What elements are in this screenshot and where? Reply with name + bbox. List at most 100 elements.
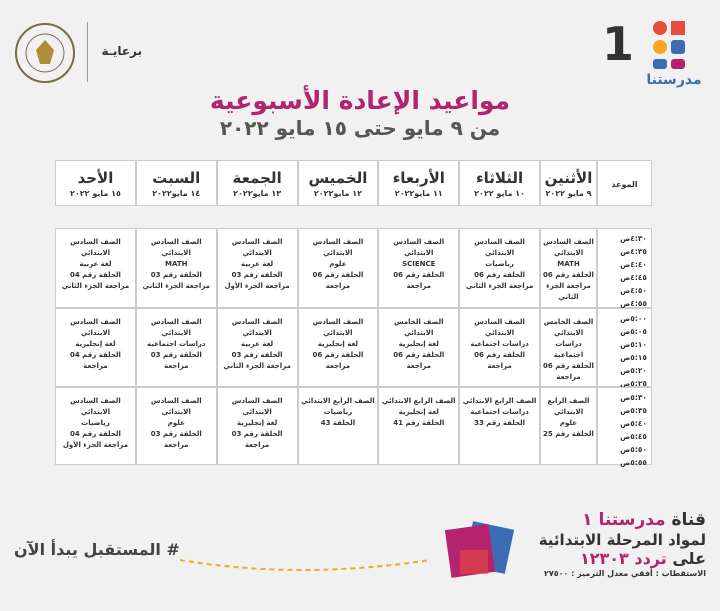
title: مواعيد الإعادة الأسبوعية <box>209 86 511 115</box>
program-cell: الصف الرابع الابتدائي لغة إنجليزية الحلقة … <box>378 387 460 465</box>
program-line: رياضيات <box>485 260 514 268</box>
time-slot: ٥:٤٠ص <box>620 419 647 428</box>
program-line: الحلقة رقم 06 مراجعة <box>393 351 445 370</box>
program-line: الحلقة رقم 03 مراجعة الجزء الثاني <box>142 271 210 290</box>
program-line: لغة إنجليزية <box>317 340 359 348</box>
program-cell: الصف السادس الابتدائي دراسات اجتماعية الحل… <box>459 308 540 387</box>
day-name: الأحد <box>77 168 114 187</box>
day-date: ٩ مايو ٢٠٢٢ <box>545 188 592 198</box>
program-line: لغة عربية <box>79 260 112 268</box>
day-header-cell: الخميس ١٢ مايو٢٠٢٢ <box>297 160 379 206</box>
program-line: الحلقة رقم 25 <box>543 430 594 438</box>
time-slots: ٤:٣٠ص ٤:٣٥ص ٤:٤٠ص ٤:٤٥ص ٤:٥٠ص ٤:٥٥ص <box>597 228 652 308</box>
program-line: لغة عربية <box>241 340 274 348</box>
ministry-logo <box>15 23 75 83</box>
program-line: الحلقة 43 <box>320 419 356 427</box>
program-line: الحلقة رقم 06 مراجعة <box>312 271 364 290</box>
time-slots: ٥:٣٠ص ٥:٣٥ص ٥:٤٠ص ٥:٤٥ص ٥:٥٠ص ٥:٥٥ص <box>597 387 652 467</box>
program-cell: الصف السادس الابتدائي لغة عربية الحلقة رقم… <box>55 228 136 308</box>
program-line: دراسات اجتماعية <box>470 340 529 348</box>
day-date: ١١ مايو٢٠٢٢ <box>394 188 443 198</box>
time-slot: ٥:٣٥ص <box>620 406 647 415</box>
decoration <box>180 521 515 578</box>
program-line: دراسات اجتماعية <box>470 408 529 416</box>
time-slot: ٥:٥٠ص <box>620 445 647 454</box>
time-slot: ٥:٥٥ص <box>620 458 647 467</box>
program-cell: الصف السادس الابتدائي علوم الحلقة رقم 06 م… <box>297 228 379 308</box>
program-line: الحلقة رقم 06 مراجعة <box>474 351 526 370</box>
program-line: الصف السادس الابتدائي <box>312 238 364 257</box>
time-slot: ٤:٣٠ص <box>620 234 647 243</box>
day-name: الخميس <box>308 168 368 187</box>
program-line: الحلقة رقم 06 مراجعة الجزء الثاني <box>543 271 594 301</box>
day-name: الأربعاء <box>392 168 445 187</box>
program-cell: الصف السادس الابتدائي لغة عربية الحلقة رقم… <box>216 228 298 308</box>
program-line: الصف السادس الابتدائي <box>474 238 525 257</box>
program-line: الحلقة رقم 33 <box>474 419 526 427</box>
day-date: ١٢ مايو٢٠٢٢ <box>313 188 362 198</box>
day-header-cell: الجمعة ١٣ مايو٢٠٢٢ <box>216 160 298 206</box>
time-slot: ٥:١٥ص <box>620 353 647 362</box>
program-line: الصف السادس الابتدائي <box>312 318 364 337</box>
program-line: الصف الرابع الابتدائي <box>381 397 456 405</box>
program-line: دراسات اجتماعية <box>147 340 206 348</box>
time-slot: ٥:٤٥ص <box>620 432 647 441</box>
program-line: الصف السادس الابتدائي <box>474 318 525 337</box>
channel-number: 1 <box>602 17 634 71</box>
time-slot: ٥:٢٠ص <box>620 366 647 375</box>
program-line: الحلقة رقم 06 مراجعة <box>312 351 364 370</box>
time-slot: ٤:٥٠ص <box>620 286 647 295</box>
day-header-cell: السبت ١٤ مايو٢٠٢٢ <box>135 160 217 206</box>
day-header-cell: الأثنين ٩ مايو ٢٠٢٢ <box>540 160 597 206</box>
program-line: الصف السادس الابتدائي <box>231 397 283 416</box>
frequency-value: تردد ١٢٣٠٣ <box>579 549 667 568</box>
program-line: الصف السادس الابتدائي <box>70 238 121 257</box>
time-slot: ٥:٣٠ص <box>620 393 647 402</box>
program-line: الحلقة رقم 03 مراجعة الجزء الثاني <box>223 351 291 370</box>
brand-name: مدرستنا <box>646 72 701 88</box>
program-line: الحلقة رقم 06 مراجعة الجزء الثاني <box>465 271 534 290</box>
program-line: SCIENCE <box>402 260 436 268</box>
program-line: الصف السادس الابتدائي <box>543 238 594 257</box>
program-line: علوم <box>559 419 578 427</box>
program-line: الحلقة رقم 03 مراجعة <box>150 430 202 449</box>
day-name: الأثنين <box>544 168 593 187</box>
program-cell: الصف السادس الابتدائي MATH الحلقة رقم 03 م… <box>135 228 217 308</box>
day-date: ١٠ مايو ٢٠٢٢ <box>474 188 526 198</box>
program-line: الحلقة رقم 04 مراجعة <box>69 351 121 370</box>
program-line: علوم <box>329 260 347 268</box>
program-line: الصف السادس الابتدائي <box>231 318 283 337</box>
program-line: الصف الرابع الابتدائي <box>301 397 375 405</box>
program-cell: الصف الرابع الابتدائي دراسات اجتماعية الحل… <box>459 387 540 465</box>
program-cell: الصف الخامس الابتدائي لغة إنجليزية الحلقة … <box>378 308 460 387</box>
program-line: الحلقة رقم 04 مراجعة الجزء الأول <box>62 430 129 449</box>
program-cell: الصف الرابع الابتدائي علوم الحلقة رقم 25 <box>540 387 597 465</box>
time-slot: ٤:٥٥ص <box>620 299 647 308</box>
program-cell: الصف الخامس الابتدائي دراسات اجتماعية الحل… <box>540 308 597 387</box>
program-cell: الصف الرابع الابتدائي رياضيات الحلقة 43 <box>297 387 379 465</box>
brand-logo: 1 مدرستنا <box>602 17 702 88</box>
time-header: الموعد <box>611 179 638 189</box>
time-slot: ٥:٠٥ص <box>620 327 647 336</box>
program-line: الصف الخامس الابتدائي <box>393 318 444 337</box>
program-line: رياضيات <box>323 408 353 416</box>
program-line: الحلقة رقم 03 مراجعة الجزء الأول <box>224 271 290 290</box>
program-line: الصف الخامس الابتدائي <box>543 318 594 337</box>
program-line: الحلقة رقم 03 مراجعة <box>231 430 283 449</box>
program-line: الصف السادس الابتدائي <box>393 238 445 257</box>
program-line: لغة إنجليزية <box>236 419 278 427</box>
program-line: لغة إنجليزية <box>398 408 439 416</box>
day-name: الثلاثاء <box>475 168 524 187</box>
program-line: رياضيات <box>81 419 110 427</box>
schedule-table: الموعد الأثنين ٩ مايو ٢٠٢٢ الثلاثاء ١٠ مايو … <box>55 160 652 467</box>
program-cell: الصف السادس الابتدائي لغة إنجليزية الحلقة … <box>55 308 136 387</box>
day-header-cell: الأربعاء ١١ مايو٢٠٢٢ <box>378 160 460 206</box>
program-line: الصف الرابع الابتدائي <box>462 397 537 405</box>
frequency-label: على <box>672 549 706 568</box>
day-name: السبت <box>152 168 201 187</box>
time-slot: ٥:٠٠ص <box>620 314 647 323</box>
program-cell: الصف السادس الابتدائي لغة عربية الحلقة رقم… <box>216 308 298 387</box>
program-cell: الصف السادس الابتدائي لغة إنجليزية الحلقة … <box>216 387 298 465</box>
stage-line: لمواد المرحلة الابتدائية <box>538 531 706 549</box>
